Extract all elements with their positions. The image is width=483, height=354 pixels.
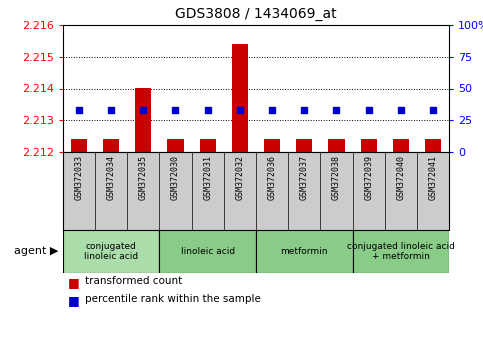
Point <box>140 107 147 113</box>
Text: ■: ■ <box>68 294 79 307</box>
Text: GSM372032: GSM372032 <box>235 155 244 200</box>
Point <box>429 107 437 113</box>
Text: transformed count: transformed count <box>85 276 182 286</box>
Bar <box>296 139 313 152</box>
Bar <box>361 139 377 152</box>
Text: GSM372041: GSM372041 <box>428 155 438 200</box>
Text: GSM372039: GSM372039 <box>364 155 373 200</box>
Text: GSM372037: GSM372037 <box>300 155 309 200</box>
Point <box>365 107 372 113</box>
Text: GSM372034: GSM372034 <box>107 155 115 200</box>
Point <box>107 107 115 113</box>
Point <box>75 107 83 113</box>
Bar <box>168 139 184 152</box>
Title: GDS3808 / 1434069_at: GDS3808 / 1434069_at <box>175 7 337 21</box>
Text: GSM372030: GSM372030 <box>171 155 180 200</box>
Text: percentile rank within the sample: percentile rank within the sample <box>85 294 260 304</box>
Bar <box>135 88 151 152</box>
Text: GSM372040: GSM372040 <box>397 155 405 200</box>
Point <box>204 107 212 113</box>
Bar <box>393 139 409 152</box>
Text: GSM372031: GSM372031 <box>203 155 212 200</box>
Point <box>236 107 244 113</box>
Text: linoleic acid: linoleic acid <box>181 247 235 256</box>
Text: conjugated
linoleic acid: conjugated linoleic acid <box>84 242 138 261</box>
Bar <box>232 44 248 152</box>
Bar <box>103 139 119 152</box>
Bar <box>328 139 344 152</box>
Text: ■: ■ <box>68 276 79 289</box>
Point <box>300 107 308 113</box>
Bar <box>63 230 159 273</box>
Text: GSM372033: GSM372033 <box>74 155 84 200</box>
Point <box>268 107 276 113</box>
Bar <box>256 230 353 273</box>
Text: conjugated linoleic acid
+ metformin: conjugated linoleic acid + metformin <box>347 242 455 261</box>
Bar <box>264 139 280 152</box>
Bar <box>71 139 87 152</box>
Bar <box>159 230 256 273</box>
Bar <box>425 139 441 152</box>
Point <box>397 107 405 113</box>
Text: GSM372035: GSM372035 <box>139 155 148 200</box>
Bar <box>199 139 216 152</box>
Text: metformin: metformin <box>281 247 328 256</box>
Text: GSM372036: GSM372036 <box>268 155 277 200</box>
Point <box>171 107 179 113</box>
Bar <box>353 230 449 273</box>
Text: GSM372038: GSM372038 <box>332 155 341 200</box>
Point <box>333 107 341 113</box>
Text: agent ▶: agent ▶ <box>14 246 58 256</box>
